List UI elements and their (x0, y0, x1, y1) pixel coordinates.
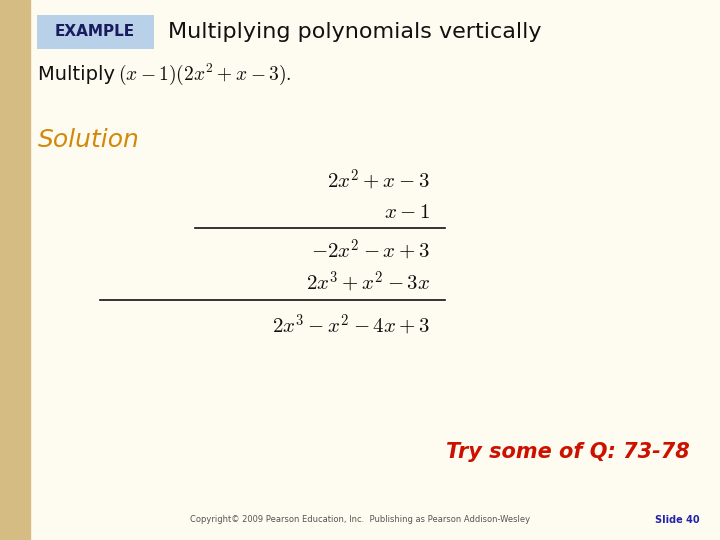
Text: $x-1$: $x-1$ (384, 202, 430, 222)
Text: Copyright© 2009 Pearson Education, Inc.  Publishing as Pearson Addison-Wesley: Copyright© 2009 Pearson Education, Inc. … (190, 516, 530, 524)
Text: Solution: Solution (38, 128, 140, 152)
Text: $2x^2+x-3$: $2x^2+x-3$ (328, 167, 430, 192)
Text: $(x-1)(2x^2+x-3).$: $(x-1)(2x^2+x-3).$ (118, 62, 292, 87)
Text: $2x^3+x^2-3x$: $2x^3+x^2-3x$ (305, 269, 430, 294)
Bar (0, 0, 30, 540)
Text: Slide 40: Slide 40 (655, 515, 700, 525)
Text: Multiply: Multiply (38, 64, 121, 84)
Text: Try some of Q: 73-78: Try some of Q: 73-78 (446, 442, 690, 462)
Text: Multiplying polynomials vertically: Multiplying polynomials vertically (168, 22, 541, 42)
Text: EXAMPLE: EXAMPLE (55, 24, 135, 39)
FancyBboxPatch shape (37, 15, 154, 49)
Text: $2x^3-x^2-4x+3$: $2x^3-x^2-4x+3$ (271, 313, 430, 338)
Text: $-2x^2-x+3$: $-2x^2-x+3$ (311, 238, 430, 262)
